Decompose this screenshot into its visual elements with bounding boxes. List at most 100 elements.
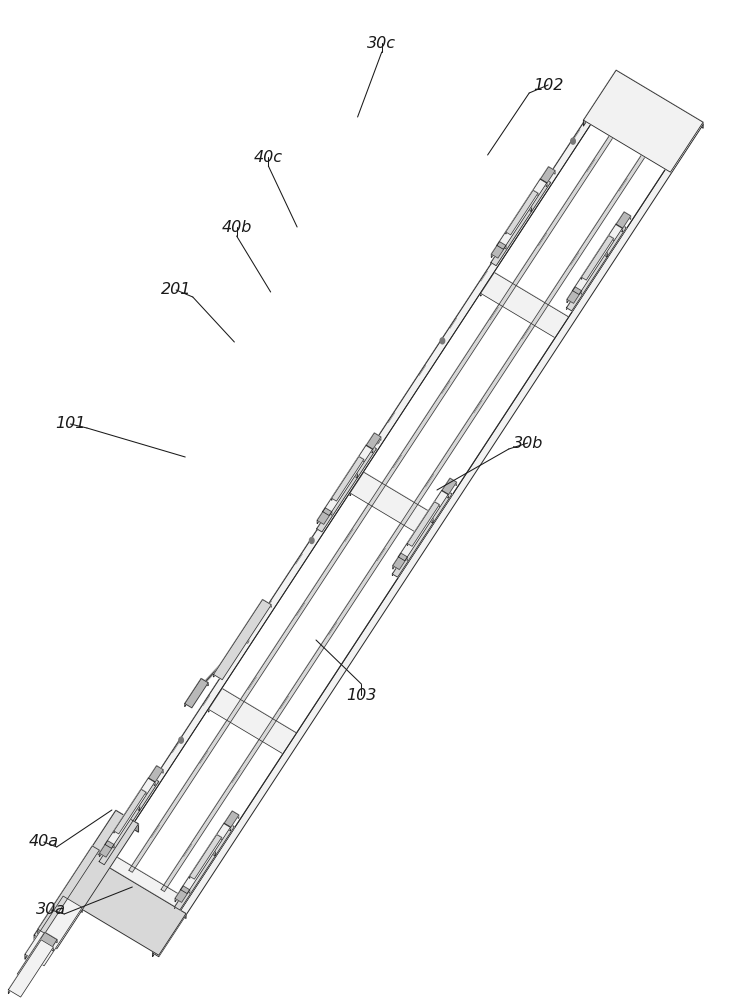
Polygon shape: [595, 98, 609, 121]
Polygon shape: [609, 98, 683, 145]
Polygon shape: [8, 940, 41, 994]
Polygon shape: [318, 508, 332, 524]
Circle shape: [244, 637, 249, 643]
Polygon shape: [506, 190, 533, 234]
Polygon shape: [99, 778, 159, 865]
Polygon shape: [609, 236, 613, 240]
Polygon shape: [213, 600, 262, 677]
Polygon shape: [194, 847, 215, 875]
Polygon shape: [374, 433, 381, 440]
Polygon shape: [323, 445, 366, 515]
Polygon shape: [450, 478, 457, 486]
Polygon shape: [116, 810, 138, 832]
Polygon shape: [442, 478, 457, 495]
Polygon shape: [224, 811, 232, 827]
Polygon shape: [392, 491, 447, 575]
Polygon shape: [119, 802, 135, 833]
Polygon shape: [217, 835, 222, 839]
Polygon shape: [616, 224, 622, 232]
Polygon shape: [113, 855, 188, 902]
Polygon shape: [317, 446, 371, 530]
Polygon shape: [332, 457, 359, 500]
Polygon shape: [148, 766, 156, 782]
Polygon shape: [25, 896, 82, 966]
Text: 40c: 40c: [254, 149, 283, 164]
Polygon shape: [584, 70, 616, 126]
Circle shape: [375, 438, 380, 444]
Polygon shape: [393, 553, 407, 570]
Polygon shape: [181, 823, 231, 894]
Polygon shape: [317, 446, 376, 532]
Polygon shape: [229, 824, 234, 828]
Polygon shape: [407, 502, 439, 546]
Polygon shape: [100, 841, 114, 857]
Polygon shape: [153, 121, 703, 957]
Polygon shape: [25, 896, 64, 959]
Polygon shape: [161, 141, 651, 892]
Polygon shape: [595, 98, 683, 163]
Polygon shape: [497, 179, 541, 249]
Polygon shape: [442, 478, 450, 494]
Polygon shape: [624, 212, 631, 219]
Polygon shape: [621, 225, 626, 229]
Polygon shape: [616, 73, 622, 80]
Polygon shape: [141, 789, 146, 794]
Polygon shape: [364, 472, 438, 520]
Polygon shape: [481, 273, 569, 338]
Polygon shape: [616, 212, 624, 228]
Polygon shape: [72, 862, 186, 955]
Circle shape: [113, 837, 118, 843]
Polygon shape: [211, 847, 215, 856]
Polygon shape: [41, 940, 53, 951]
Polygon shape: [38, 846, 92, 934]
Polygon shape: [318, 508, 325, 524]
Polygon shape: [17, 932, 57, 981]
Polygon shape: [181, 823, 224, 894]
Polygon shape: [190, 835, 222, 879]
Text: 103: 103: [346, 688, 376, 702]
Polygon shape: [506, 190, 538, 235]
Polygon shape: [34, 810, 138, 949]
Circle shape: [440, 338, 445, 344]
Polygon shape: [429, 514, 433, 523]
Polygon shape: [651, 141, 655, 145]
Polygon shape: [336, 469, 358, 497]
Polygon shape: [156, 766, 163, 773]
Polygon shape: [100, 855, 113, 878]
Polygon shape: [336, 469, 353, 500]
Polygon shape: [511, 203, 527, 234]
Polygon shape: [491, 179, 550, 266]
Polygon shape: [332, 457, 364, 501]
Circle shape: [571, 138, 575, 144]
Polygon shape: [114, 789, 146, 834]
Polygon shape: [412, 514, 429, 545]
Polygon shape: [38, 846, 99, 933]
Polygon shape: [232, 811, 239, 818]
Polygon shape: [175, 886, 190, 902]
Polygon shape: [194, 847, 211, 878]
Polygon shape: [45, 932, 57, 943]
Polygon shape: [161, 141, 655, 892]
Polygon shape: [184, 679, 201, 706]
Circle shape: [309, 537, 314, 543]
Polygon shape: [153, 778, 159, 783]
Polygon shape: [587, 248, 607, 276]
Polygon shape: [114, 789, 141, 833]
Polygon shape: [183, 886, 190, 893]
Polygon shape: [119, 802, 140, 829]
Polygon shape: [447, 491, 452, 495]
Circle shape: [179, 737, 184, 743]
Polygon shape: [213, 600, 271, 680]
Polygon shape: [575, 287, 581, 294]
Text: 40b: 40b: [222, 220, 252, 234]
Polygon shape: [549, 167, 555, 174]
Polygon shape: [567, 287, 575, 303]
Polygon shape: [175, 824, 229, 908]
Polygon shape: [184, 679, 208, 708]
Polygon shape: [584, 70, 703, 172]
Polygon shape: [209, 689, 297, 754]
Polygon shape: [392, 491, 452, 577]
Polygon shape: [533, 190, 538, 195]
Polygon shape: [224, 823, 231, 831]
Polygon shape: [92, 846, 99, 855]
